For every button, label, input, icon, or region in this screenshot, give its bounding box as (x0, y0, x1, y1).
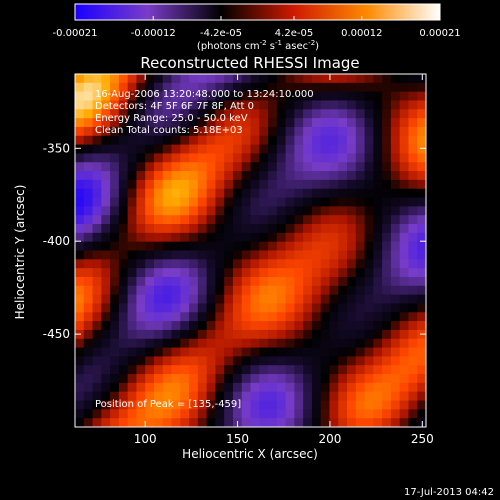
colorbar-ticks: -0.00021 -0.00012 -4.2e-05 4.2e-05 0.00012 0.… (53, 16, 461, 39)
colorbar-tick-label: 0.00012 (341, 28, 382, 39)
timestamp: 17-Jul-2013 04:42 (403, 487, 494, 498)
colorbar-gradient (74, 3, 441, 21)
plot-frame (74, 73, 427, 428)
x-tick-label: 100 (134, 432, 157, 446)
colorbar-tick-label: -4.2e-05 (200, 28, 242, 39)
annotation-peak: Position of Peak = [135,-459] (95, 399, 241, 410)
y-tick-label: -450 (43, 327, 70, 341)
x-axis-label: Heliocentric X (arcsec) (182, 447, 318, 461)
y-axis-ticks: -350 -400 -450 (43, 141, 426, 341)
colorbar-units: (photons cm-2 s-1 asec-2) (197, 39, 319, 52)
annotations: 16-Aug-2006 13:20:48.000 to 13:24:10.000… (95, 89, 314, 410)
annotation-energy: Energy Range: 25.0 - 50.0 keV (95, 113, 248, 124)
heatmap-image (75, 74, 426, 427)
colorbar: -0.00021 -0.00012 -4.2e-05 4.2e-05 0.00012 0.… (53, 3, 461, 52)
x-tick-label: 200 (318, 432, 341, 446)
annotation-detectors: Detectors: 4F 5F 6F 7F 8F, Att 0 (95, 101, 254, 112)
colorbar-tick-label: 4.2e-05 (275, 28, 313, 39)
chart-title: Reconstructed RHESSI Image (140, 54, 359, 72)
y-tick-label: -400 (43, 234, 70, 248)
x-tick-label: 250 (411, 432, 434, 446)
x-axis-ticks: 100 150 200 250 (134, 74, 434, 446)
y-axis-label: Heliocentric Y (arcsec) (13, 185, 27, 320)
annotation-counts: Clean Total counts: 5.18E+03 (95, 125, 243, 136)
x-tick-label: 150 (226, 432, 249, 446)
y-tick-label: -350 (43, 141, 70, 155)
plot-area (75, 74, 426, 427)
colorbar-tick-label: 0.00021 (419, 28, 460, 39)
annotation-time: 16-Aug-2006 13:20:48.000 to 13:24:10.000 (95, 89, 314, 100)
colorbar-tick-label: -0.00021 (53, 28, 98, 39)
colorbar-tick-label: -0.00012 (131, 28, 176, 39)
